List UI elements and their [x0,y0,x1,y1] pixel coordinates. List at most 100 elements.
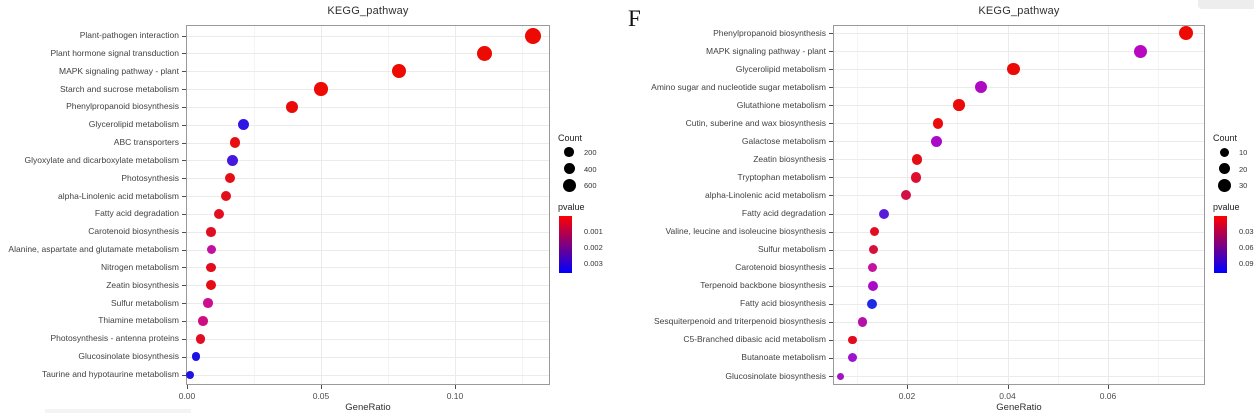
category-label: Thiamine metabolism [98,315,179,326]
category-label: Sulfur metabolism [757,244,826,255]
data-point [910,172,922,183]
data-point [837,372,845,380]
category-label: Zeatin biosynthesis [753,153,826,164]
y-axis-tick [829,339,833,341]
legend-pvalue-tick-label: 0.06 [1239,243,1254,252]
y-axis-tick [182,196,186,198]
legend-count-circle [562,178,576,192]
y-axis-tick [829,105,833,107]
grid-line-minor [522,26,523,384]
y-axis-tick [182,35,186,37]
grid-line-row [834,123,1204,125]
data-point [848,335,857,345]
data-point [911,154,923,165]
category-label: Fatty acid degradation [741,208,826,219]
data-point [203,298,213,308]
grid-line-major [907,26,908,384]
category-label: Carotenoid biosynthesis [735,262,826,273]
grid-line-row [834,105,1204,107]
grid-line-row [187,71,549,73]
y-axis-tick [182,231,186,233]
category-label: Valine, leucine and isoleucine biosynthe… [665,226,827,237]
grid-line-row [834,213,1204,215]
grid-line-row [834,339,1204,341]
data-point [1007,62,1020,76]
category-label: Glyoxylate and dicarboxylate metabolism [24,154,180,165]
y-axis-tick [829,87,833,89]
grid-line-row [187,106,549,108]
grid-line-row [187,338,549,340]
legend-count-circle [564,147,574,157]
legend-pvalue-gradient [1214,216,1227,273]
y-axis-tick [829,231,833,233]
grid-line-row [834,195,1204,197]
panel-label: F [628,6,641,31]
legend-pvalue-title: pvalue [558,202,585,212]
grid-line-row [834,249,1204,251]
grid-line-minor [254,26,255,384]
grid-line-minor [1057,26,1059,384]
grid-line-row [187,267,549,269]
data-point [314,82,328,96]
grid-line-row [187,320,549,322]
grid-line-row [834,321,1204,323]
grid-line-row [187,213,549,215]
cropped-ui-artifact-top-right [1198,0,1254,9]
data-point [867,298,878,309]
grid-line-row [834,303,1204,305]
data-point [974,81,987,94]
data-point [195,334,206,344]
legend-count-circle [1219,147,1229,157]
grid-line-row [834,51,1204,53]
y-axis-tick [182,142,186,144]
grid-line-minor [388,26,389,384]
legend-count-title: Count [558,133,583,143]
legend-count-label: 200 [584,148,597,157]
category-label: MAPK signaling pathway - plant [58,65,179,76]
legend-pvalue-tick-label: 0.001 [584,227,603,236]
y-axis-tick [829,123,833,125]
y-axis-tick [182,267,186,269]
y-axis-tick [182,356,186,358]
x-tick-label: 0.10 [446,391,464,401]
y-axis-tick [182,338,186,340]
grid-line-row [187,196,549,198]
data-point [931,135,943,147]
y-axis-tick [829,376,833,377]
category-label: ABC transporters [113,137,179,148]
category-label: Zeatin biosynthesis [106,279,179,290]
category-label: Carotenoid biosynthesis [88,226,179,237]
legend-count-label: 10 [1239,148,1248,157]
category-label: MAPK signaling pathway - plant [705,45,826,56]
data-point [524,27,541,44]
data-point [953,99,965,111]
grid-line-row [187,142,549,144]
category-label: Glucosinolate biosynthesis [725,370,826,381]
y-axis-tick [182,89,186,91]
data-point [237,118,250,131]
data-point [1134,44,1148,58]
legend-count-circle [563,163,575,174]
x-axis-tick [907,385,908,389]
x-axis-tick [321,385,322,389]
x-axis-tick [455,385,456,389]
y-axis-tick [829,177,833,179]
grid-line-row [187,374,549,376]
plot-panel [186,25,550,385]
legend-count-label: 600 [584,181,597,190]
legend-count-label: 30 [1239,181,1248,190]
y-axis-tick [182,374,186,376]
data-point [867,263,877,273]
grid-line-row [834,267,1204,269]
grid-line-major [1007,26,1009,384]
y-axis-tick [829,285,833,287]
grid-line-major [1108,26,1109,384]
category-label: Alanine, aspartate and glutamate metabol… [8,244,179,255]
grid-line-row [187,53,549,55]
category-label: Terpenoid backbone biosynthesis [700,280,826,291]
category-label: Glycerolipid metabolism [88,119,179,130]
data-point [868,244,879,255]
legend-pvalue-tick-label: 0.09 [1239,259,1254,268]
grid-line-row [187,231,549,233]
grid-line-row [834,177,1204,179]
